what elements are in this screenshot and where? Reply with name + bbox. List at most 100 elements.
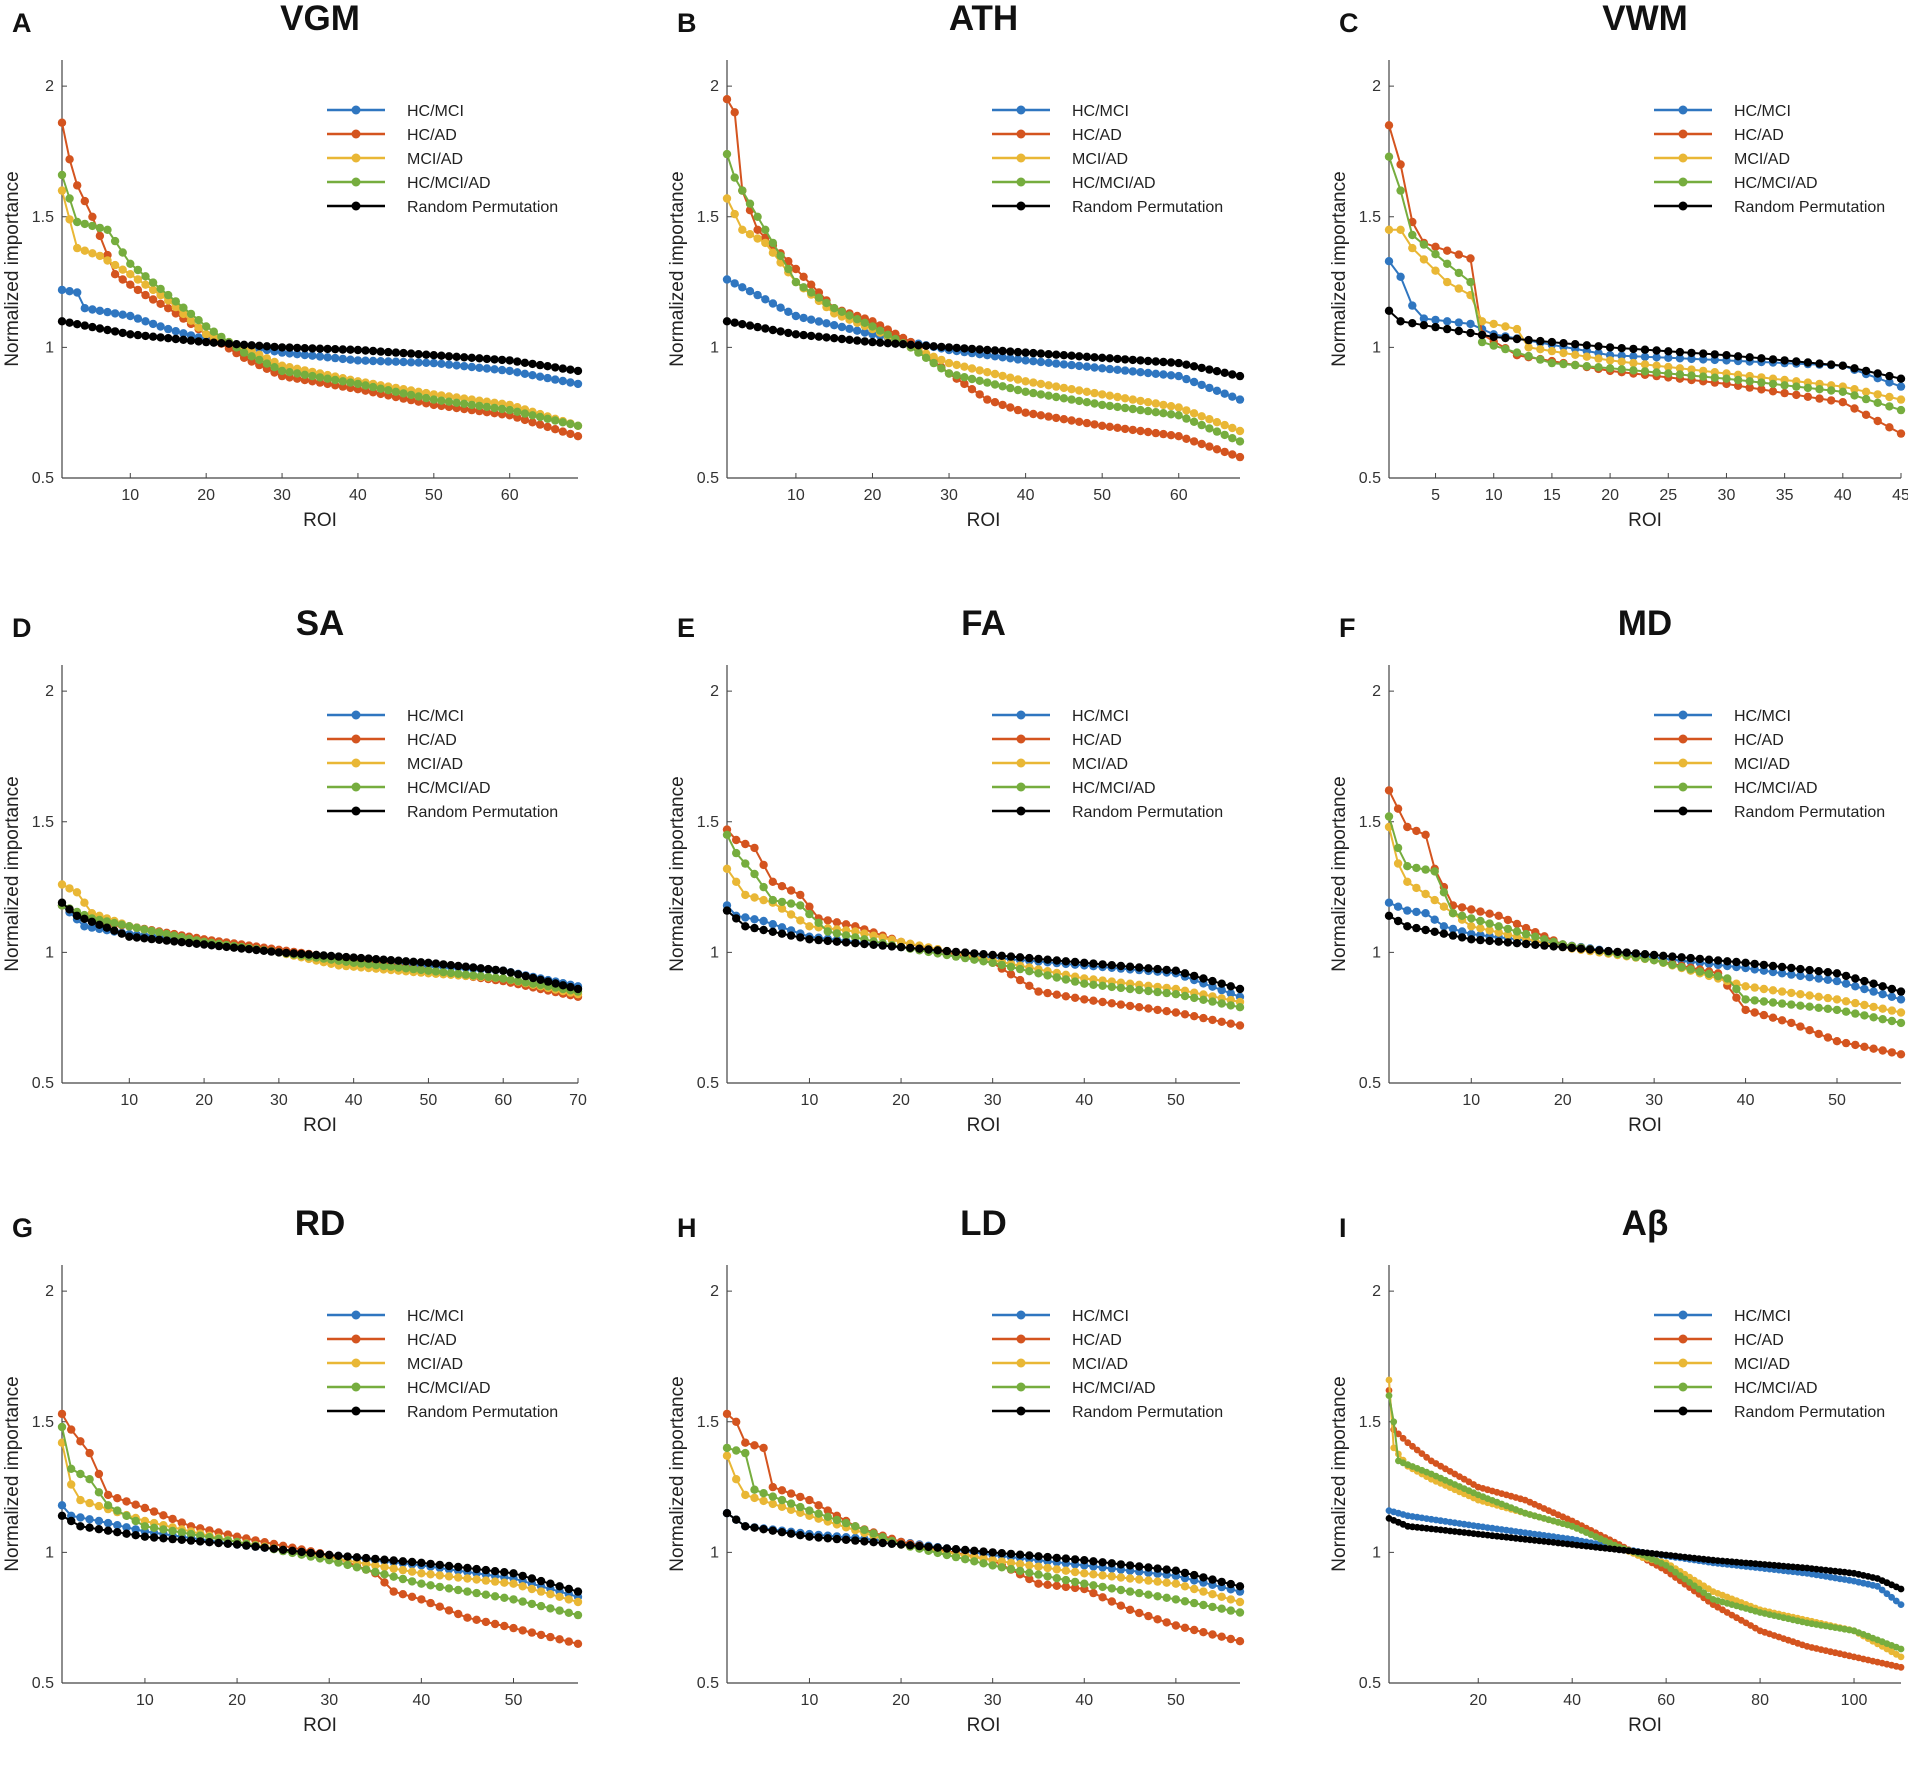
data-point — [750, 1441, 759, 1450]
data-point — [759, 860, 768, 870]
data-point — [414, 350, 423, 359]
data-point — [1512, 927, 1522, 936]
data-point — [1044, 381, 1053, 390]
data-point — [1521, 939, 1531, 949]
data-point — [753, 322, 762, 332]
data-point — [1860, 1011, 1869, 1020]
data-point — [1622, 948, 1631, 957]
x-tick-label: 10 — [801, 1092, 819, 1109]
data-point — [1861, 410, 1871, 419]
data-point — [1098, 421, 1107, 430]
x-tick-label: 40 — [345, 1092, 363, 1109]
data-point — [1897, 1585, 1905, 1593]
data-point — [1235, 395, 1245, 404]
data-point — [805, 909, 814, 919]
data-point — [57, 170, 67, 180]
data-point — [1787, 988, 1796, 998]
y-axis-label: Normalized importance — [667, 776, 688, 971]
series-random-permutation — [1384, 911, 1906, 996]
series-mci-ad — [57, 186, 583, 430]
data-point — [509, 1623, 518, 1633]
legend-swatch-marker — [351, 710, 361, 720]
x-tick-label: 5 — [1431, 487, 1440, 504]
data-point — [967, 385, 977, 394]
data-point — [364, 954, 373, 963]
data-point — [1190, 1598, 1199, 1608]
data-point — [323, 344, 332, 354]
data-point — [1025, 1574, 1034, 1584]
legend-label: HC/AD — [407, 127, 457, 144]
legend-swatch-marker — [351, 1382, 361, 1392]
data-point — [768, 238, 778, 248]
data-point — [1034, 954, 1043, 964]
data-point — [1059, 415, 1069, 424]
legend-label: HC/MCI — [1072, 1308, 1129, 1325]
data-point — [1174, 411, 1183, 420]
data-point — [472, 1564, 481, 1574]
data-point — [1695, 967, 1705, 976]
data-point — [536, 1587, 546, 1596]
data-point — [1151, 408, 1161, 417]
data-point — [1841, 1038, 1851, 1048]
data-point — [860, 1525, 869, 1535]
data-point — [914, 348, 923, 357]
data-point — [1166, 358, 1176, 367]
data-point — [535, 360, 545, 370]
data-point — [439, 968, 448, 977]
legend-swatch-marker — [351, 1358, 361, 1368]
data-point — [759, 1489, 768, 1498]
data-point — [171, 309, 180, 318]
legend-entry-hc-mci: HC/MCI — [1654, 103, 1791, 120]
data-point — [1457, 903, 1467, 912]
x-tick-label: 40 — [349, 487, 367, 504]
panel-title: VWM — [1602, 0, 1688, 38]
data-point — [822, 319, 831, 328]
data-point — [389, 1564, 398, 1573]
data-point — [997, 960, 1006, 970]
data-point — [1159, 400, 1168, 410]
data-point — [65, 905, 74, 914]
data-point — [1098, 1571, 1107, 1580]
data-point — [297, 949, 306, 959]
data-point — [168, 1514, 177, 1524]
data-point — [1421, 909, 1430, 918]
x-tick-label: 45 — [1892, 487, 1908, 504]
data-point — [327, 951, 336, 961]
data-point — [837, 334, 847, 344]
data-point — [353, 356, 363, 365]
legend-label: MCI/AD — [407, 756, 463, 773]
y-tick-label: 1 — [1372, 1544, 1381, 1561]
data-point — [796, 890, 805, 900]
data-point — [1212, 418, 1222, 427]
data-point — [1052, 1581, 1062, 1591]
data-point — [1171, 1621, 1181, 1630]
data-point — [1162, 1565, 1171, 1574]
data-point — [1897, 1663, 1905, 1671]
data-point — [741, 1448, 750, 1458]
data-point — [1135, 1588, 1144, 1598]
data-point — [118, 310, 127, 319]
data-point — [380, 1570, 389, 1579]
x-tick-label: 20 — [892, 1692, 910, 1709]
data-point — [1153, 1005, 1162, 1015]
x-tick-label: 40 — [412, 1692, 430, 1709]
data-point — [379, 955, 388, 964]
data-point — [463, 1587, 472, 1596]
data-point — [1061, 1582, 1071, 1592]
data-point — [786, 910, 796, 919]
legend-entry-hc-ad: HC/AD — [992, 732, 1122, 749]
data-point — [426, 1581, 435, 1590]
data-point — [267, 947, 276, 956]
data-point — [469, 971, 478, 980]
data-point — [527, 1584, 537, 1594]
data-point — [76, 1437, 85, 1446]
data-point — [761, 295, 770, 304]
data-point — [777, 923, 787, 932]
legend-entry-mci-ad: MCI/AD — [1654, 1356, 1790, 1373]
data-point — [805, 1506, 814, 1515]
data-point — [435, 1582, 444, 1592]
data-point — [1512, 334, 1522, 344]
data-point — [1814, 967, 1823, 976]
data-point — [497, 365, 507, 375]
